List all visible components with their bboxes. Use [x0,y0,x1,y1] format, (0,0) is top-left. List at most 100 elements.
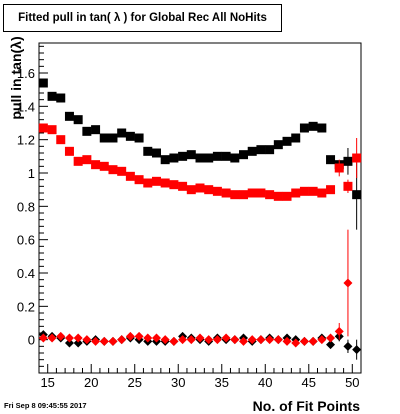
data-point [256,145,266,155]
data-point [117,166,127,176]
data-point [247,335,257,345]
x-axis-title: No. of Fit Points [253,398,361,414]
data-point [352,345,362,355]
data-point [73,156,83,166]
data-point [282,191,292,201]
data-point [212,335,222,345]
data-point [308,186,318,196]
x-tick-label: 25 [127,375,141,390]
data-point [239,190,249,200]
data-point [230,153,240,163]
data-point [186,185,196,195]
data-point [73,333,83,343]
data-point [178,181,188,191]
data-point [47,91,57,101]
y-tick-label: 0.8 [17,199,35,214]
data-point [326,340,336,350]
data-point [317,335,327,345]
data-point [265,335,275,345]
data-point [212,186,222,196]
data-point [73,338,83,348]
data-point [73,115,83,125]
data-point [256,188,266,198]
data-point [273,191,283,201]
x-tick-label: 50 [345,375,359,390]
axes: 15 20 25 30 35 40 45 50 0 0.2 0.4 0.6 0.8 1 1.2 1.4 1.6 [17,45,362,390]
data-point [64,111,74,121]
data-point [38,333,48,343]
data-point [99,336,109,346]
data-point [221,333,231,343]
data-point [186,335,196,345]
data-point [282,136,292,146]
data-point [230,190,240,200]
data-point [47,125,57,135]
data-point [256,335,266,345]
data-point [151,148,161,158]
data-point [108,165,118,175]
data-point [334,326,344,336]
x-tick-label: 30 [171,375,185,390]
data-point [99,161,109,171]
y-tick-label: 0.4 [17,266,35,281]
data-point [221,151,231,161]
y-tick-label: 0 [28,333,35,348]
y-axis-title: pull in tan(λ) [8,36,24,119]
data-point [160,178,170,188]
data-point [64,338,74,348]
data-point [82,155,92,165]
data-point [230,335,240,345]
data-point [108,133,118,143]
x-tick-label: 35 [215,375,229,390]
data-point [352,190,362,200]
data-point [239,150,249,160]
data-point [47,333,57,343]
data-point [195,333,205,343]
data-point [204,185,214,195]
data-point [212,151,222,161]
data-point [299,186,309,196]
data-point [343,278,353,288]
data-point [308,336,318,346]
data-point [134,133,144,143]
data-point [343,156,353,166]
y-tick-label: 1.2 [17,133,35,148]
data-point [326,155,336,165]
series-sigma-red [38,123,362,201]
data-point [160,335,170,345]
data-point [82,335,92,345]
data-point [160,155,170,165]
data-point [64,333,74,343]
x-tick-label: 45 [302,375,316,390]
data-point [204,153,214,163]
data-point [151,176,161,186]
data-point [273,140,283,150]
data-point [334,163,344,173]
data-point [186,150,196,160]
data-point [143,333,153,343]
data-point [64,146,74,156]
data-series [38,78,362,360]
x-tick-label: 15 [40,375,54,390]
data-point [247,146,257,156]
plot-area [38,42,362,374]
data-point [82,126,92,136]
data-point [125,331,135,341]
data-point [91,125,101,135]
timestamp: Fri Sep 8 09:45:55 2017 [4,401,87,410]
data-point [343,341,353,351]
data-point [178,335,188,345]
data-point [308,121,318,131]
y-tick-label: 1 [28,166,35,181]
data-point [117,335,127,345]
series-mean-red [38,229,353,348]
data-point [317,188,327,198]
data-point [343,181,353,191]
data-point [317,123,327,133]
data-point [56,135,66,145]
data-point [91,160,101,170]
data-point [299,123,309,133]
data-point [247,188,257,198]
data-point [299,336,309,346]
data-point [38,78,48,88]
